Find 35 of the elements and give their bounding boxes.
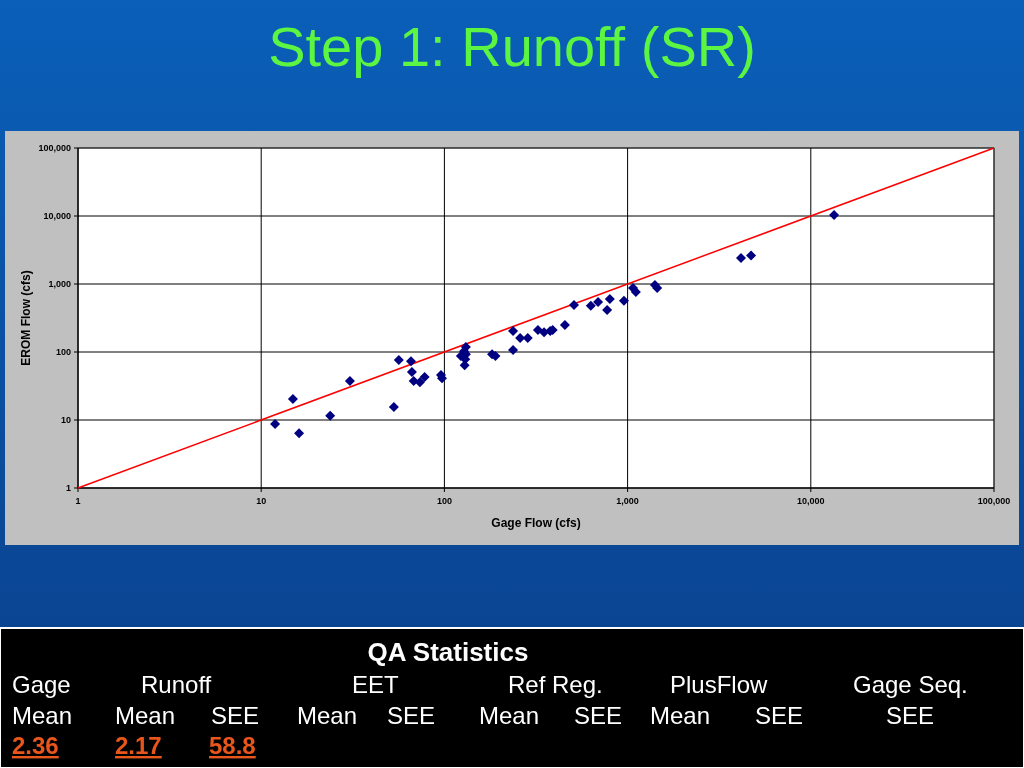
text: Mean (650, 702, 711, 729)
text: QA Statistics (367, 637, 529, 667)
x-axis-title: Gage Flow (cfs) (491, 516, 581, 530)
y-tick-label: 10 (60, 415, 71, 425)
text: SEE (574, 702, 623, 729)
text: Mean (479, 702, 540, 729)
text: SEE (755, 702, 804, 729)
text: Gage (12, 671, 71, 698)
text: 2.36 (12, 732, 59, 759)
x-tick-label: 1 (75, 496, 81, 506)
text: SEE (387, 702, 436, 729)
text: 58.8 (209, 732, 256, 759)
text: Mean (115, 702, 176, 729)
y-axis-title: EROM Flow (cfs) (19, 270, 33, 366)
chart-title: Step 1: Runoff (SR) (268, 15, 756, 78)
text: Runoff (141, 671, 212, 698)
x-tick-label: 10 (256, 496, 267, 506)
text: EET (352, 671, 400, 698)
y-tick-label: 100,000 (38, 143, 71, 153)
y-tick-label: 1 (65, 483, 71, 493)
text: SEE (211, 702, 260, 729)
text: Mean (297, 702, 358, 729)
text: Mean (12, 702, 73, 729)
y-tick-label: 10,000 (43, 211, 71, 221)
text: 2.17 (115, 732, 162, 759)
x-tick-label: 100,000 (977, 496, 1011, 506)
text: Ref Reg. (508, 671, 603, 698)
x-tick-label: 1,000 (616, 496, 639, 506)
x-tick-label: 100 (436, 496, 452, 506)
text: Gage Seq. (853, 671, 968, 698)
x-tick-label: 10,000 (797, 496, 825, 506)
y-tick-label: 1,000 (48, 279, 71, 289)
text: PlusFlow (670, 671, 769, 698)
text: SEE (886, 702, 935, 729)
y-tick-label: 100 (55, 347, 71, 357)
